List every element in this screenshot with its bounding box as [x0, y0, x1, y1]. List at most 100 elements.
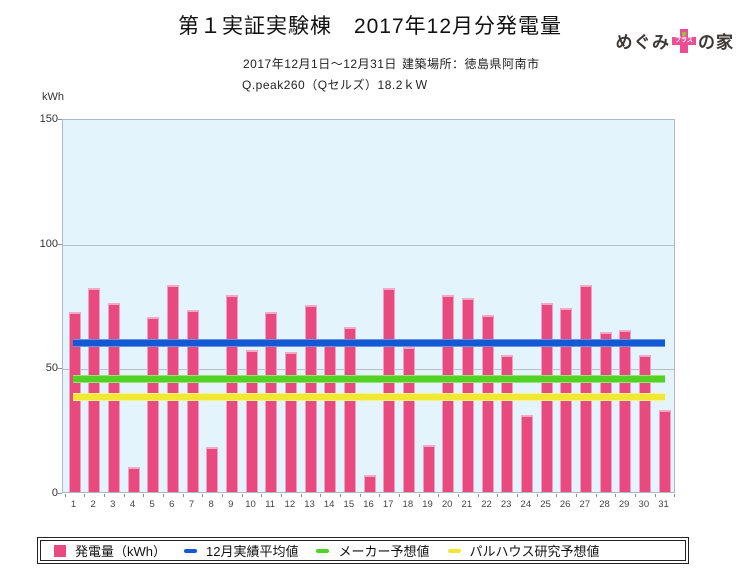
x-tick-label-14: 14 [323, 499, 335, 510]
x-tick-label-30: 30 [638, 499, 650, 510]
x-tick-label-6: 6 [169, 499, 175, 510]
y-tick-mark [57, 493, 62, 494]
chart-legend: 発電量（kWh） 12月実績平均値 メーカー予想値 パルハウス研究予想値 [37, 537, 689, 564]
x-tick-mark [340, 494, 341, 497]
legend-label: メーカー予想値 [338, 544, 430, 559]
y-tick-label-0: 0 [51, 487, 58, 499]
x-tick-mark [182, 494, 184, 497]
y-tick-mark [57, 368, 62, 370]
panel-spec: Q.peak260（Qセルズ）18.2ｋＷ [242, 78, 428, 92]
y-tick-mark [57, 243, 62, 245]
x-tick-mark [64, 494, 66, 497]
legend-label: 発電量（kWh） [75, 544, 167, 559]
x-tick-label-8: 8 [208, 499, 214, 510]
x-tick-mark [438, 494, 440, 497]
x-tick-label-22: 22 [481, 499, 492, 510]
x-tick-label-21: 21 [461, 499, 473, 510]
x-tick-mark [359, 494, 361, 497]
x-tick-label-3: 3 [110, 499, 116, 510]
x-tick-label-13: 13 [304, 499, 315, 510]
x-tick-label-5: 5 [149, 499, 155, 510]
x-tick-mark [418, 494, 420, 497]
generation-bar-day-12 [284, 352, 297, 492]
generation-bar-day-17 [383, 287, 396, 492]
gridline-100 [63, 244, 674, 246]
x-tick-mark [497, 494, 499, 497]
generation-bar-day-24 [520, 414, 533, 492]
legend-label: パルハウス研究予想値 [469, 544, 600, 559]
brand-logo: めぐみ プラス の家 [615, 28, 734, 53]
x-tick-label-25: 25 [540, 499, 551, 510]
x-tick-mark [123, 494, 125, 497]
x-tick-label-27: 27 [579, 499, 591, 510]
generation-bar-day-31 [658, 409, 671, 492]
x-tick-label-2: 2 [90, 499, 96, 510]
build-location: 建築場所：徳島県阿南市 [402, 57, 540, 71]
x-tick-label-29: 29 [618, 499, 630, 510]
x-tick-label-7: 7 [188, 499, 195, 510]
x-tick-label-12: 12 [284, 499, 296, 510]
x-tick-mark [635, 494, 636, 497]
generation-bar-day-22 [481, 314, 494, 492]
x-tick-mark [163, 494, 164, 497]
x-tick-label-23: 23 [500, 499, 512, 510]
palhouse-line-swatch-icon [447, 548, 461, 553]
x-tick-label-17: 17 [382, 499, 394, 510]
plus-icon-label: プラス [675, 37, 693, 44]
x-tick-mark [104, 494, 105, 497]
x-tick-mark [536, 494, 538, 497]
generation-bar-day-6 [166, 285, 179, 492]
generation-bar-day-29 [619, 329, 632, 492]
x-tick-label-24: 24 [520, 499, 532, 510]
x-tick-mark [202, 494, 204, 497]
generation-bar-day-23 [501, 354, 514, 492]
legend-item-generation: 発電量（kWh） [54, 541, 166, 560]
y-tick-label-50: 50 [45, 362, 58, 375]
generation-bar-day-2 [88, 287, 101, 492]
x-tick-label-4: 4 [129, 499, 136, 510]
x-tick-label-31: 31 [658, 499, 669, 510]
generation-bar-day-30 [638, 354, 651, 492]
x-tick-label-9: 9 [228, 499, 234, 510]
generation-bar-day-15 [343, 327, 356, 492]
x-tick-mark [615, 494, 617, 497]
generation-bar-day-8 [206, 447, 219, 492]
x-tick-mark [517, 494, 518, 497]
gridline-50 [63, 369, 674, 371]
x-tick-mark [576, 494, 577, 497]
x-tick-label-1: 1 [70, 499, 77, 510]
average-line-swatch-icon [184, 548, 198, 553]
x-tick-label-20: 20 [441, 499, 453, 510]
brand-logo-text-suffix: の家 [698, 33, 734, 52]
x-tick-mark [222, 494, 223, 497]
x-tick-mark [477, 494, 479, 497]
page-title: 第１実証実験棟 2017年12月分発電量 [177, 15, 563, 38]
y-tick-mark [57, 119, 62, 120]
x-tick-mark [320, 494, 322, 497]
x-tick-mark [300, 494, 302, 497]
generation-bar-day-16 [363, 474, 376, 492]
brand-logo-text-prefix: めぐみ [615, 33, 670, 52]
generation-bar-day-7 [186, 310, 199, 492]
x-tick-label-19: 19 [422, 499, 433, 510]
generation-swatch-icon [54, 544, 66, 557]
generation-bar-day-4 [127, 467, 140, 492]
y-axis-unit-label: kWh [42, 91, 64, 103]
12月実績平均値-line [73, 338, 665, 347]
plot-area [62, 119, 676, 497]
x-tick-mark [556, 494, 558, 497]
legend-item-palhouse-forecast: パルハウス研究予想値 [447, 541, 600, 560]
generation-bar-day-1 [68, 312, 81, 492]
generation-bar-day-27 [579, 285, 592, 492]
x-tick-label-11: 11 [265, 499, 276, 510]
x-tick-mark [261, 494, 263, 497]
x-tick-mark [674, 494, 676, 497]
legend-label: 12月実績平均値 [206, 544, 299, 559]
report-period: 2017年12月1日～12月31日 [243, 57, 397, 71]
パルハウス研究予想値-line [73, 392, 665, 401]
x-tick-mark [379, 494, 381, 497]
x-tick-mark [654, 494, 656, 497]
x-tick-mark [241, 494, 243, 497]
y-tick-label-150: 150 [39, 113, 58, 125]
